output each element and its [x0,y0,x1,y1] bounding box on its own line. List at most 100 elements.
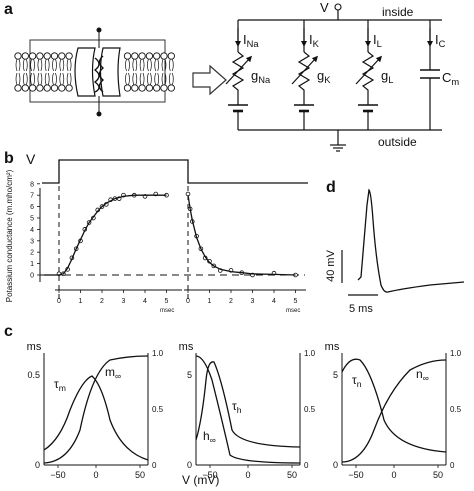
current-label: IK [309,32,320,49]
conductance-label: gK [317,68,331,85]
lipid-tail-top [66,58,72,72]
scale-bar-voltage-label: 40 mV [325,249,337,281]
equivalent-circuit [225,3,442,152]
lipid-head-top [131,52,139,60]
current-label: IL [373,32,382,49]
lipid-tail-top [59,58,65,72]
lipid-head-bottom [123,84,132,92]
x-tick-label: 0 [57,298,61,305]
lipid-head-bottom [50,84,59,92]
x-unit-right: msec [286,308,300,314]
lipid-tail-top [168,58,174,72]
outside-label: outside [378,135,417,149]
right-tick-label: 1.0 [304,349,316,358]
panel-b-label: b [4,150,14,167]
lipid-tail-top [52,58,57,72]
lipid-head-top [58,52,66,60]
resistor-icon [297,51,311,105]
lipid-head-bottom [153,84,161,92]
lipid-tail-bottom [30,72,35,86]
lipid-head-top [50,52,59,60]
lipid-tail-top [161,58,167,72]
left-tick-label: 5 [187,370,192,380]
conductance-label: gL [381,68,393,85]
x-tick-label: 3 [251,298,255,305]
lipid-tail-bottom [66,72,72,86]
x-tick-label: 0 [245,470,250,480]
lipid-tail-top [44,58,50,72]
inside-label: inside [382,5,414,19]
lipid-head-bottom [131,84,139,92]
lipid-head-bottom [58,84,66,92]
left-tick-label: 5 [333,370,338,380]
lipid-head-bottom [138,84,146,92]
lipid-tail-bottom [132,72,138,86]
lipid-tail-bottom [168,72,174,86]
time-constant-curve [43,375,149,461]
steady-state-curve [195,355,301,464]
lipid-head-top [65,52,73,60]
x-tick-label: 4 [272,298,276,305]
lipid-head-bottom [145,84,154,92]
resistor-icon [361,51,375,105]
lipid-tail-bottom [52,72,57,86]
x-tick-label: 0 [93,470,98,480]
lipid-tail-bottom [15,72,21,86]
time-unit-label: ms [179,341,194,353]
time-unit-label: ms [325,341,340,353]
lipid-head-top [138,52,146,60]
action-potential-trace [357,188,465,293]
variable-arrow-icon [225,55,253,85]
lipid-head-bottom [167,84,175,92]
y-tick-label: 8 [30,181,34,188]
variable-arrow-icon [355,55,383,85]
curve-label: τh [232,399,242,415]
right-tick-label: 0 [152,461,157,470]
lipid-head-top [123,52,132,60]
time-constant-curve [341,358,447,453]
x-tick-label: 2 [229,298,233,305]
lipid-tail-top [37,58,43,72]
right-tick-label: 1.0 [450,349,462,358]
y-tick-label: 3 [30,238,34,245]
x-tick-label: 50 [287,470,297,480]
steady-state-curve [341,359,447,463]
lipid-tail-top [147,58,152,72]
lipid-head-top [167,52,175,60]
right-tick-label: 1.0 [152,349,164,358]
x-tick-label: 50 [135,470,145,480]
lipid-head-bottom [43,84,51,92]
steady-state-curve [43,355,149,464]
x-tick-label: −50 [50,470,65,480]
lipid-tail-top [15,58,21,72]
lipid-head-bottom [21,84,29,92]
curve-label: τm [54,377,66,393]
variable-arrow-icon [291,55,319,85]
left-tick-label: 0 [333,460,338,470]
scale-bar-time-label: 5 ms [349,303,373,315]
lipid-head-bottom [160,84,168,92]
y-tick-label: 1 [30,261,34,268]
membrane-illustration [14,27,175,117]
y-tick-label: 4 [30,227,34,234]
x-tick-label: −50 [202,470,217,480]
time-constant-curve [195,361,301,448]
lipid-head-bottom [14,84,22,92]
time-unit-label: ms [27,341,42,353]
transform-arrow-icon [192,64,227,96]
x-tick-label: 3 [122,298,126,305]
right-tick-label: 0.5 [152,405,164,414]
right-tick-label: 0 [304,461,309,470]
left-tick-label: 0.5 [27,370,40,380]
current-label: IC [435,32,446,49]
lipid-tail-bottom [154,72,160,86]
gating-plot: ms 0.5 0 1.0 0.5 0 τm m∞ −50 0 50 [27,341,164,480]
curve-label: n∞ [416,367,429,383]
lipid-tail-bottom [161,72,167,86]
lipid-tail-top [22,58,28,72]
x-tick-label: 1 [208,298,212,305]
y-tick-label: 5 [30,216,34,223]
